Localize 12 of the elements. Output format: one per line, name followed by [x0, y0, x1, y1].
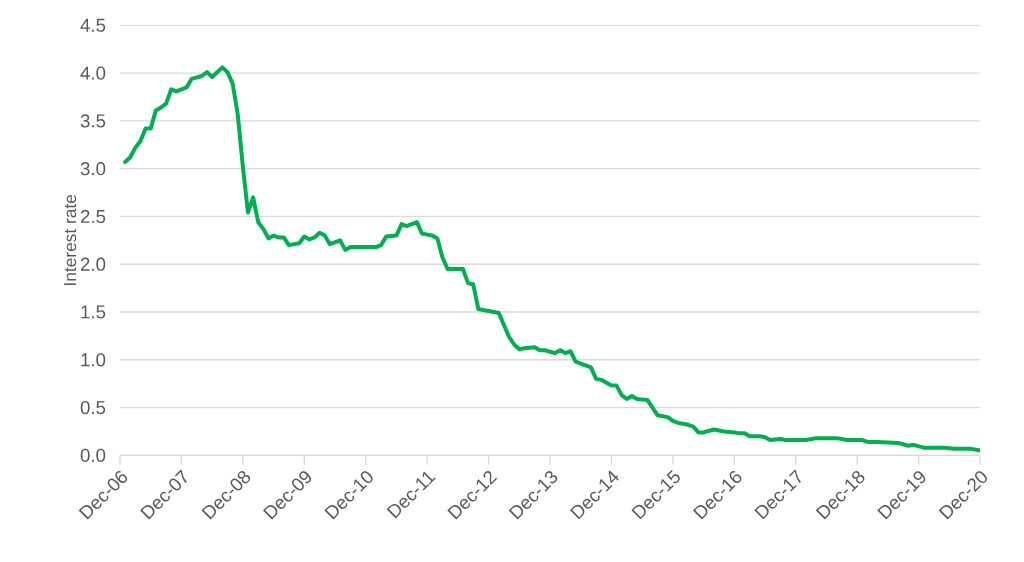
y-axis-title: Interest rate	[64, 194, 77, 285]
y-tick-label: 4.5	[80, 18, 106, 32]
y-tick-label: 3.0	[80, 162, 106, 176]
line-series	[123, 65, 981, 453]
y-tick-label: 3.5	[80, 114, 106, 128]
y-tick-label: 1.5	[81, 305, 106, 319]
y-tick-label: 0.0	[80, 448, 106, 462]
y-tick-label: 2.5	[80, 209, 106, 224]
y-tick-label: 2.0	[80, 257, 106, 271]
y-tick-label: 1.0	[81, 353, 106, 367]
y-tick-label: 0.5	[80, 400, 106, 415]
y-tick-label: 4.0	[80, 66, 106, 80]
